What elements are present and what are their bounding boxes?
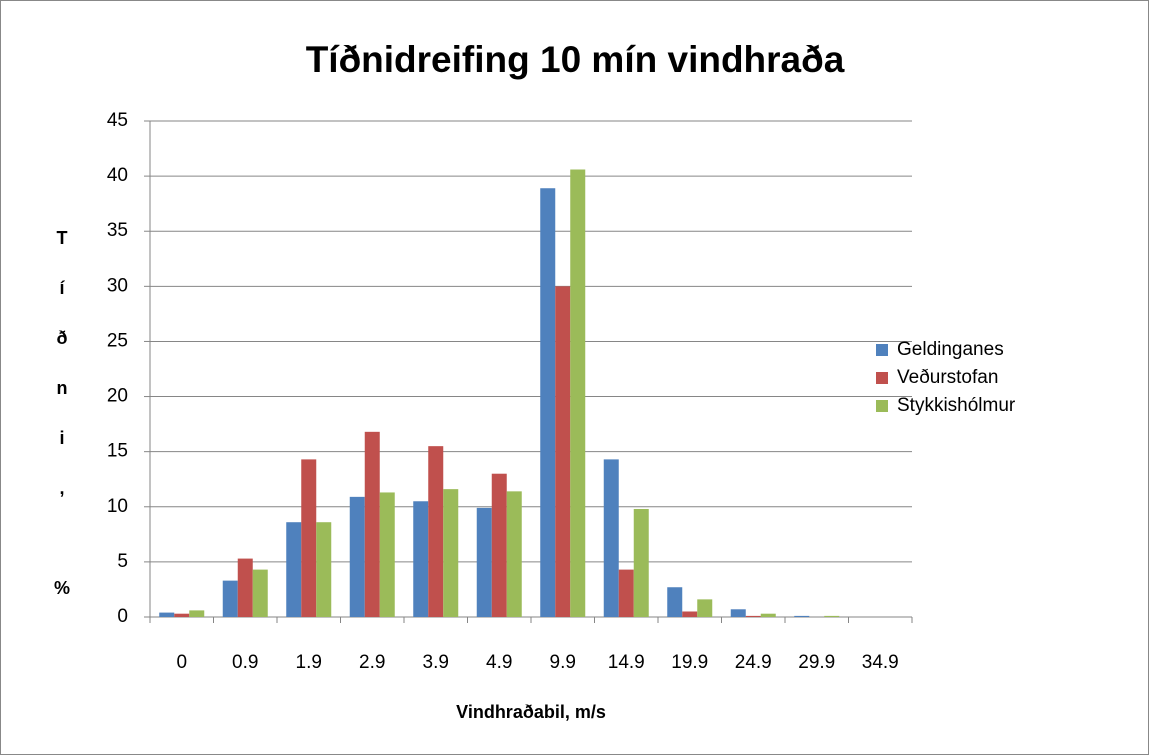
x-axis-title: Vindhraðabil, m/s [456, 702, 606, 722]
y-tick-label: 40 [107, 165, 128, 186]
legend-label: Geldinganes [897, 339, 1004, 360]
bar [159, 612, 175, 617]
y-tick-label: 0 [117, 606, 128, 627]
bar [428, 446, 444, 617]
bar [633, 508, 649, 617]
x-tick-label: 4.9 [486, 652, 512, 673]
bar [349, 496, 365, 617]
y-tick-label: 5 [117, 551, 128, 572]
chart-title: Tíðnidreifing 10 mín vindhraða [306, 39, 845, 80]
bar [237, 558, 253, 617]
bar [667, 587, 683, 617]
y-tick-label: 35 [107, 220, 128, 241]
bar [570, 169, 586, 617]
x-tick-label: 1.9 [296, 652, 322, 673]
bar [316, 522, 332, 617]
bar [760, 613, 776, 617]
bar [745, 615, 761, 617]
bar [301, 459, 317, 617]
bar [286, 522, 302, 617]
legend-label: Stykkishólmur [897, 395, 1016, 416]
x-tick-label: 9.9 [550, 652, 576, 673]
y-tick-label: 20 [107, 386, 128, 407]
y-axis-title: Tíðni, % [52, 228, 72, 628]
legend-swatch [876, 400, 888, 412]
bar [618, 569, 634, 617]
x-tick-label: 2.9 [359, 652, 385, 673]
bar [222, 580, 238, 617]
x-tick-label: 0.9 [232, 652, 258, 673]
x-tick-label: 34.9 [862, 652, 899, 673]
y-tick-label: 30 [107, 275, 128, 296]
bar [730, 609, 746, 617]
bar [413, 501, 429, 617]
bar [189, 610, 205, 617]
bar [603, 459, 619, 617]
y-tick-label: 25 [107, 330, 128, 351]
legend-swatch [876, 344, 888, 356]
bar [555, 286, 571, 617]
x-tick-label: 3.9 [423, 652, 449, 673]
y-tick-label: 15 [107, 441, 128, 462]
bar [506, 491, 522, 617]
x-tick-label: 24.9 [735, 652, 772, 673]
bar [682, 611, 698, 617]
bar [379, 492, 395, 617]
legend-label: Veðurstofan [897, 367, 998, 388]
bar [491, 473, 507, 617]
bar [697, 599, 713, 617]
x-tick-label: 0 [176, 652, 187, 673]
legend-swatch [876, 372, 888, 384]
y-tick-label: 45 [107, 110, 128, 131]
x-tick-label: 29.9 [798, 652, 835, 673]
y-tick-label: 10 [107, 496, 128, 517]
bar [174, 613, 190, 617]
bar [540, 188, 556, 618]
bar [364, 431, 380, 617]
bar [476, 507, 492, 617]
x-tick-label: 14.9 [608, 652, 645, 673]
bar [824, 615, 840, 617]
bar [443, 489, 459, 617]
bar [794, 615, 810, 617]
bar [252, 569, 268, 617]
x-tick-label: 19.9 [671, 652, 708, 673]
